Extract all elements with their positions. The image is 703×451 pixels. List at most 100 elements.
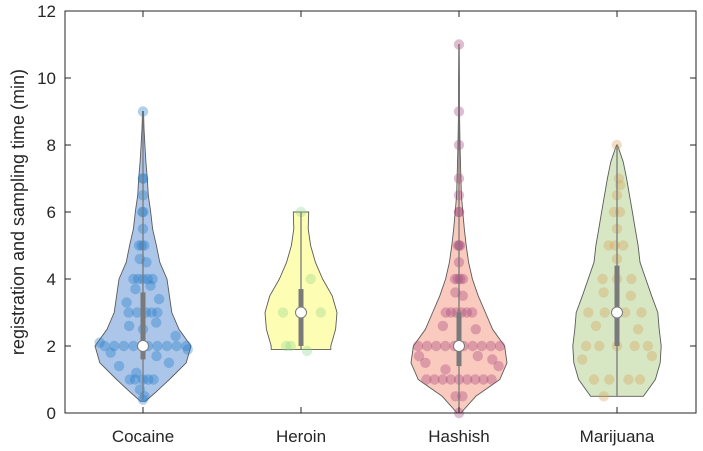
data-point [476,340,487,352]
data-point [577,354,588,365]
data-point [420,357,431,368]
x-axis: Cocaine Heroin Hashish Marijuana [112,11,655,446]
data-point [486,374,497,385]
data-point [133,240,145,251]
iqr-box-hashish [456,312,462,367]
data-point [153,293,165,305]
data-point [445,374,456,385]
x-tick-label: Cocaine [112,427,174,446]
data-point [151,350,162,362]
data-point [594,340,605,352]
data-point [455,273,466,285]
data-point [413,350,425,362]
y-tick-label: 0 [47,404,56,423]
data-point [305,273,316,285]
data-point [452,273,463,285]
data-point [636,307,647,318]
data-point [588,374,600,385]
median-marker-marijuana [611,306,623,319]
data-point [118,340,129,352]
data-point [487,354,498,365]
data-point [467,307,478,318]
iqr-box-marijuana [614,265,620,346]
box-summaries [137,44,623,413]
data-point [449,273,461,285]
data-point [124,374,135,385]
y-axis: 0 2 4 6 8 10 12 [37,2,696,423]
data-point [315,307,326,318]
data-point [618,240,629,251]
y-axis-label: registration and sampling time (min) [8,69,28,355]
data-point [440,364,451,375]
data-point [152,340,163,352]
data-point [123,307,134,318]
data-point [171,340,182,352]
data-point [437,374,448,385]
data-points [94,39,658,419]
data-point [450,391,461,402]
data-point [457,391,468,402]
data-point [642,340,654,352]
data-point [457,273,469,285]
data-point [493,360,504,372]
data-point [626,273,637,285]
data-point [133,273,144,285]
data-point [124,320,135,332]
y-tick-label: 10 [37,69,56,88]
data-point [470,324,481,335]
data-point [440,340,451,352]
data-point [580,340,592,352]
data-point [462,374,473,385]
median-marker-cocaine [137,340,149,352]
data-point [280,340,292,352]
data-point [130,283,141,295]
data-point [99,340,110,352]
data-point [181,340,192,352]
data-point [146,307,157,318]
data-point [470,374,481,385]
data-point [151,317,162,328]
data-point [625,290,636,301]
data-point [454,240,466,251]
data-point [445,307,457,318]
data-point [182,344,193,355]
data-point [109,340,120,352]
data-point [139,240,150,251]
data-point [598,391,609,402]
x-tick-label: Hashish [428,427,489,446]
data-point [94,337,105,348]
data-point [142,273,153,285]
data-point [139,391,150,402]
data-point [603,240,614,251]
data-point [128,340,139,352]
data-point [131,367,142,378]
data-point [277,307,289,318]
data-point [604,374,615,385]
data-point [494,340,506,352]
data-point [136,240,147,251]
data-point [599,307,610,318]
data-point [421,340,433,352]
median-marker-hashish [453,340,465,352]
y-tick-label: 12 [37,2,56,21]
data-point [113,360,125,372]
data-point [141,257,152,268]
data-point [634,374,646,385]
data-point [132,307,143,318]
data-point [467,340,478,352]
data-point [152,307,163,318]
data-point [170,330,181,342]
data-point [161,340,173,352]
data-point [429,374,440,385]
data-point [148,374,159,385]
data-point [590,320,602,332]
y-tick-label: 8 [47,136,56,155]
data-point [147,273,158,285]
data-point [620,307,631,318]
data-point [597,273,608,285]
data-point [629,340,640,352]
y-tick-label: 2 [47,337,56,356]
data-point [121,297,132,308]
data-point [472,350,483,362]
data-point [421,374,432,385]
